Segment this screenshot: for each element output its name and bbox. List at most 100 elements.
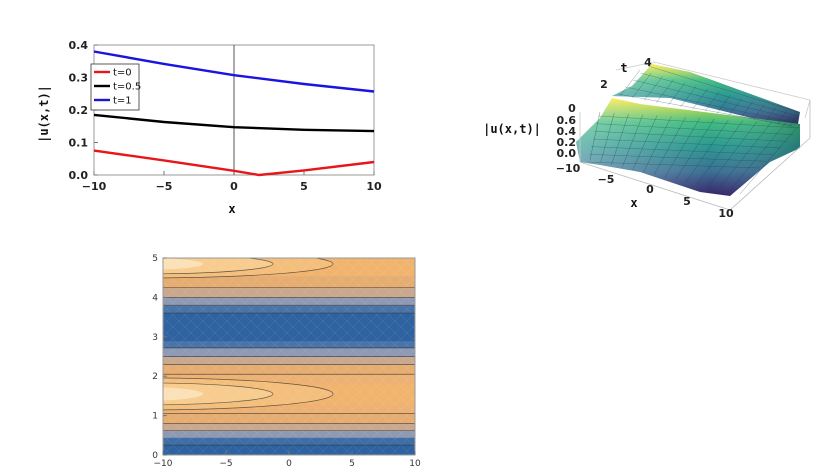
mesh-line	[414, 258, 415, 259]
mesh-line	[680, 85, 697, 107]
x-tick-label: 5	[349, 459, 355, 469]
mesh-line	[675, 118, 715, 180]
surface-x-tick: −5	[598, 173, 615, 186]
y-tick-label: 0.1	[69, 137, 89, 150]
mesh-line	[0, 258, 147, 455]
contour-lobe	[163, 387, 203, 401]
contour-band	[163, 423, 415, 432]
mesh-line	[664, 117, 701, 178]
mesh-line	[718, 122, 772, 190]
mesh-line	[600, 112, 615, 163]
mesh-line	[640, 72, 797, 116]
contour-y-axis: 0 1 2 3 4 5	[152, 254, 167, 461]
mesh-line	[163, 258, 232, 326]
mesh-line	[656, 79, 675, 103]
mesh-line	[390, 431, 415, 455]
mesh-line	[619, 69, 641, 97]
legend-entry: t=0.5	[113, 82, 141, 93]
mesh-line	[342, 383, 415, 455]
mesh-line	[439, 258, 639, 455]
y-tick-label: 4	[152, 293, 158, 303]
surface-t-tick: 2	[600, 78, 608, 91]
surface-mesh	[587, 65, 801, 195]
mesh-line	[596, 123, 794, 135]
contour-line	[163, 377, 334, 411]
line-chart-legend: t=0 t=0.5 t=1	[90, 63, 141, 111]
mesh-line	[163, 258, 208, 302]
mesh-line	[163, 258, 256, 349]
mesh-line	[427, 258, 627, 455]
mesh-line	[0, 258, 159, 455]
mesh-line	[163, 364, 256, 455]
y-tick-label: 0.0	[69, 169, 89, 182]
mesh-line	[707, 121, 758, 187]
contour-band	[163, 403, 415, 415]
mesh-line	[163, 258, 220, 314]
mesh-line	[729, 122, 786, 192]
surface-z-tick: 0.2	[557, 136, 577, 149]
y-tick-label: 5	[152, 254, 158, 264]
surface-z-tick: 0.4	[557, 125, 577, 138]
mesh-line	[597, 115, 801, 129]
mesh-line	[487, 258, 687, 455]
contour-lobe	[163, 383, 273, 405]
mesh-line	[643, 116, 672, 173]
surface-box-front	[579, 100, 811, 211]
mesh-line	[463, 258, 663, 455]
x-tick-label: 10	[366, 180, 382, 193]
x-tick-label: 10	[409, 459, 421, 469]
contour-band	[163, 374, 415, 385]
contour-band	[163, 445, 415, 455]
mesh-line	[390, 258, 415, 282]
y-tick-label: 0.2	[69, 104, 89, 117]
line-chart-series	[93, 50, 375, 177]
contour-x-axis: −10 −5 0 5 10	[154, 451, 421, 469]
surface-z-tick: 0.0	[557, 147, 577, 160]
mesh-line	[621, 114, 644, 168]
surface-t-axis-label: t	[620, 61, 627, 75]
mesh-line	[463, 258, 663, 455]
mesh-line	[765, 107, 776, 122]
contour-band	[163, 430, 415, 438]
mesh-line	[475, 258, 675, 455]
series-line-t=0	[93, 149, 375, 177]
mesh-line	[625, 86, 794, 123]
mesh-line	[741, 101, 754, 118]
surface-x-tick: −10	[556, 162, 581, 175]
mesh-line	[163, 446, 172, 455]
mesh-line	[318, 258, 415, 353]
mesh-line	[704, 91, 720, 112]
contour-band	[163, 287, 415, 298]
mesh-line	[511, 258, 711, 455]
contour-band	[163, 437, 415, 446]
contour-lobe	[163, 258, 203, 270]
mesh-line	[318, 360, 415, 455]
mesh-line	[631, 72, 652, 99]
surface-x-tick: 5	[683, 195, 691, 208]
y-tick-label: 1	[152, 412, 158, 422]
mesh-line	[632, 79, 796, 120]
mesh-line	[0, 258, 159, 455]
mesh-line	[611, 113, 629, 165]
line-chart-y-axis-label: |u(x,t)|	[37, 85, 51, 143]
contour-band	[163, 313, 415, 342]
mesh-line	[617, 93, 793, 127]
x-tick-label: −10	[154, 459, 173, 469]
mesh-line	[753, 104, 765, 120]
mesh-line	[330, 258, 415, 342]
line-chart-x-axis: −10 −5 0 5 10	[82, 171, 382, 193]
mesh-line	[378, 419, 415, 455]
mesh-line	[668, 82, 686, 105]
mesh-line	[163, 387, 232, 455]
surface-x-tick: 0	[646, 183, 654, 196]
mesh-line	[163, 258, 184, 278]
x-tick-label: 5	[300, 180, 308, 193]
mesh-line	[589, 154, 767, 162]
series-line-t=1	[93, 50, 375, 93]
contour-band	[163, 347, 415, 357]
mesh-line	[451, 258, 651, 455]
mesh-line	[163, 375, 244, 455]
contour-line	[163, 258, 274, 275]
mesh-line	[342, 258, 415, 330]
mesh-line	[163, 258, 244, 338]
